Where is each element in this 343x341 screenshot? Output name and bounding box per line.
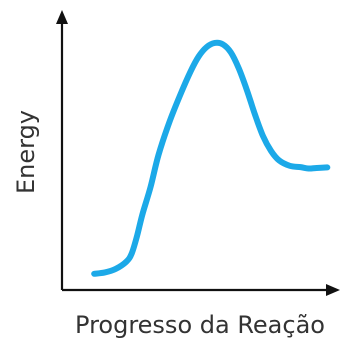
x-axis: [62, 284, 340, 296]
y-axis-label: Energy: [12, 110, 40, 194]
x-axis-arrow: [326, 284, 340, 296]
x-axis-label: Progresso da Reação: [75, 311, 325, 339]
series-layer: [91, 39, 331, 277]
y-axis: [56, 10, 68, 290]
energy-curve: [91, 39, 331, 277]
y-axis-arrow: [56, 10, 68, 24]
